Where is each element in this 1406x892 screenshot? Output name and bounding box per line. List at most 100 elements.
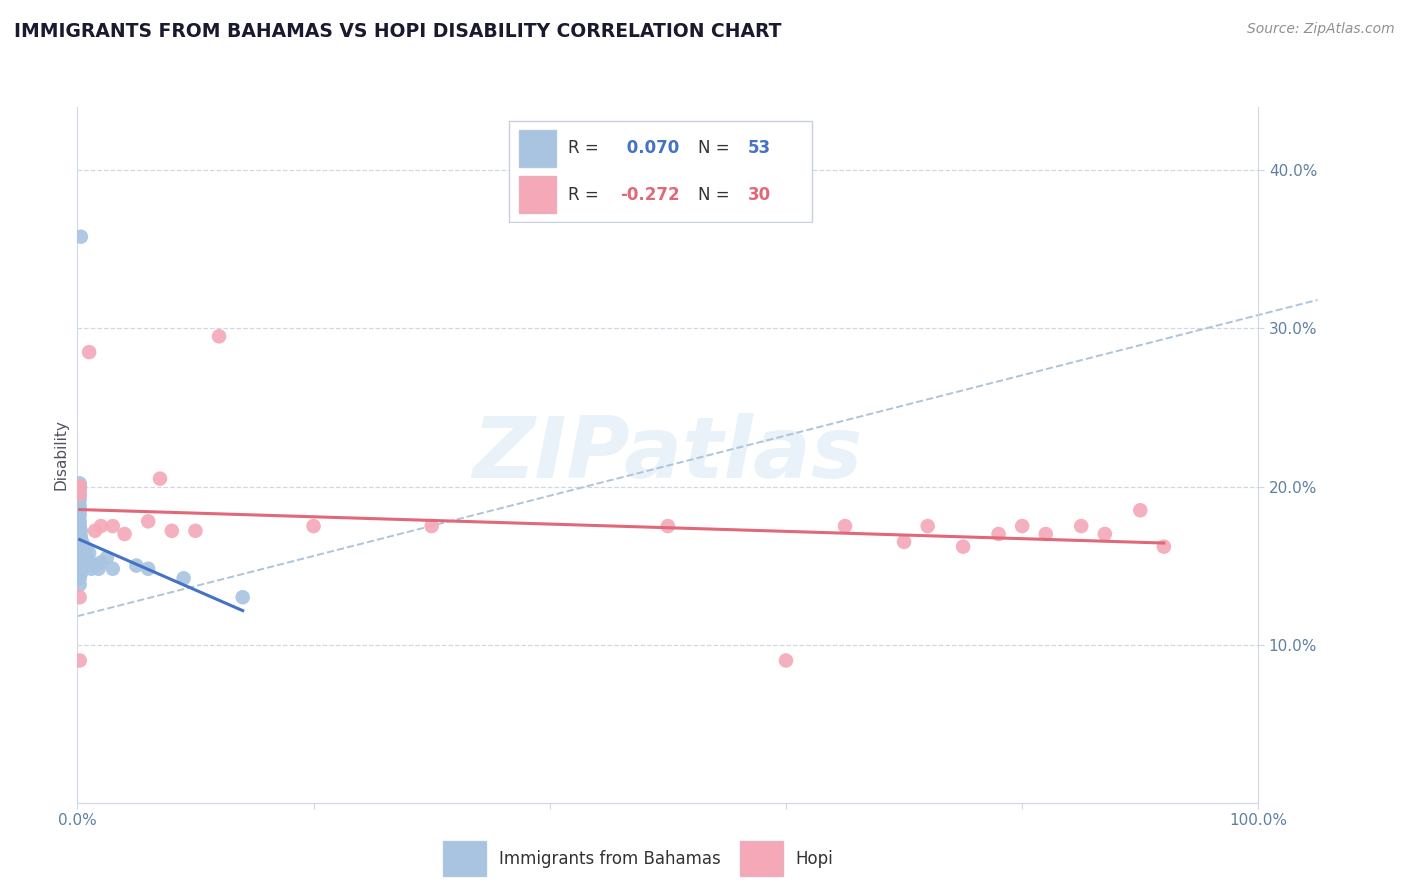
Point <box>69 492 91 507</box>
Point <box>149 472 172 486</box>
FancyBboxPatch shape <box>740 841 783 876</box>
Text: Hopi: Hopi <box>796 849 834 868</box>
Point <box>69 476 91 491</box>
FancyBboxPatch shape <box>443 841 486 876</box>
Point <box>77 546 100 560</box>
Point <box>69 508 91 522</box>
FancyBboxPatch shape <box>519 129 555 167</box>
Point <box>69 519 91 533</box>
Point <box>173 571 195 585</box>
Point <box>893 534 915 549</box>
Text: Immigrants from Bahamas: Immigrants from Bahamas <box>499 849 721 868</box>
Point <box>917 519 939 533</box>
Text: R =: R = <box>568 186 605 204</box>
Text: 53: 53 <box>748 139 770 157</box>
Point <box>69 479 91 493</box>
Text: ZIPatlas: ZIPatlas <box>472 413 863 497</box>
Point <box>73 550 96 565</box>
Point <box>69 550 91 565</box>
Point <box>70 524 93 538</box>
Point <box>69 530 91 544</box>
Point <box>70 546 93 560</box>
Point <box>84 558 107 573</box>
Point <box>69 546 91 560</box>
Point <box>136 562 159 576</box>
Point <box>76 550 98 565</box>
Point <box>69 503 91 517</box>
Point <box>70 556 93 570</box>
Point <box>70 540 93 554</box>
Point <box>69 562 91 576</box>
Point <box>1011 519 1033 533</box>
Point <box>70 229 93 244</box>
Y-axis label: Disability: Disability <box>53 419 69 491</box>
Text: IMMIGRANTS FROM BAHAMAS VS HOPI DISABILITY CORRELATION CHART: IMMIGRANTS FROM BAHAMAS VS HOPI DISABILI… <box>14 22 782 41</box>
Point <box>72 546 94 560</box>
Point <box>87 562 110 576</box>
Point <box>73 540 96 554</box>
Point <box>160 524 183 538</box>
Point <box>101 562 124 576</box>
Point <box>75 546 97 560</box>
Point <box>90 556 112 570</box>
Text: 30: 30 <box>748 186 770 204</box>
Point <box>657 519 679 533</box>
Point <box>75 556 97 570</box>
Point <box>1129 503 1152 517</box>
Point <box>69 558 91 573</box>
Point <box>69 499 91 513</box>
Point <box>90 519 112 533</box>
Point <box>70 530 93 544</box>
Point <box>69 538 91 552</box>
Point <box>69 483 91 497</box>
Point <box>987 527 1010 541</box>
Point <box>79 556 101 570</box>
Text: Source: ZipAtlas.com: Source: ZipAtlas.com <box>1247 22 1395 37</box>
Text: N =: N = <box>697 139 735 157</box>
Point <box>69 566 91 581</box>
Point <box>775 653 797 667</box>
Point <box>96 550 118 565</box>
Point <box>70 540 93 554</box>
Point <box>70 562 93 576</box>
Point <box>69 479 91 493</box>
Point <box>1070 519 1092 533</box>
Point <box>69 653 91 667</box>
Point <box>72 556 94 570</box>
Point <box>70 566 93 581</box>
Point <box>69 577 91 591</box>
Point <box>136 514 159 528</box>
Point <box>114 527 136 541</box>
Point <box>70 534 93 549</box>
Point <box>69 514 91 528</box>
Text: 0.070: 0.070 <box>620 139 679 157</box>
Point <box>420 519 443 533</box>
Point <box>77 558 100 573</box>
Point <box>232 591 254 605</box>
Text: R =: R = <box>568 139 605 157</box>
FancyBboxPatch shape <box>519 176 555 212</box>
Text: N =: N = <box>697 186 735 204</box>
Point <box>125 558 148 573</box>
Point <box>77 345 100 359</box>
Point <box>1094 527 1116 541</box>
Point <box>834 519 856 533</box>
Point <box>69 487 91 501</box>
Point <box>84 524 107 538</box>
Point <box>302 519 325 533</box>
Point <box>69 591 91 605</box>
Text: -0.272: -0.272 <box>620 186 681 204</box>
Point <box>80 562 103 576</box>
Point <box>70 546 93 560</box>
Point <box>70 550 93 565</box>
Point <box>184 524 207 538</box>
Point <box>70 550 93 565</box>
Point <box>208 329 231 343</box>
Point <box>69 487 91 501</box>
Point <box>1153 540 1175 554</box>
Point <box>70 534 93 549</box>
Point <box>69 571 91 585</box>
Point <box>70 562 93 576</box>
Point <box>1035 527 1057 541</box>
Point <box>101 519 124 533</box>
